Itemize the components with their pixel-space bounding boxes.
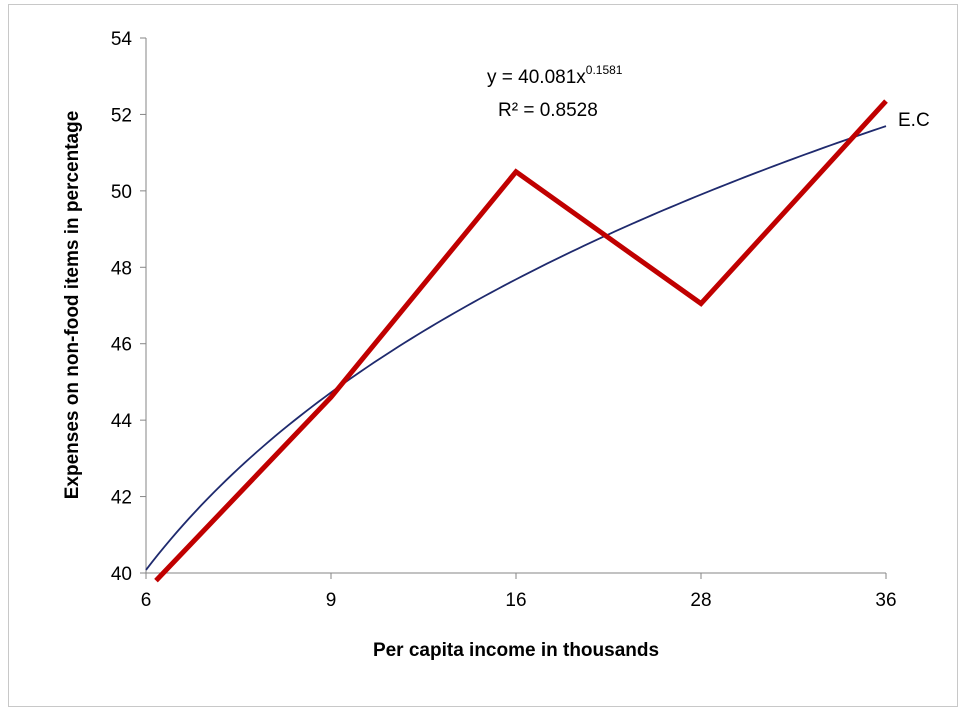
power-trendline <box>145 125 887 571</box>
x-ticks: 6 9 16 28 36 <box>141 573 897 611</box>
trendline-equation: y = 40.081x0.1581 <box>487 63 623 88</box>
chart-frame <box>8 4 958 707</box>
x-tick-label: 6 <box>141 590 152 611</box>
x-tick-label: 16 <box>505 590 526 611</box>
y-ticks: 40 42 44 46 48 50 52 54 <box>111 29 146 585</box>
series-label: E.C <box>898 110 930 131</box>
r-squared-label: R² = 0.8528 <box>498 100 598 121</box>
y-tick-label: 44 <box>111 411 133 432</box>
y-tick-label: 48 <box>111 258 132 279</box>
y-tick-label: 42 <box>111 488 132 509</box>
equation-exponent: 0.1581 <box>586 63 623 77</box>
equation-base: y = 40.081x <box>487 67 586 88</box>
series-line-e-c <box>154 99 888 583</box>
x-tick-label: 9 <box>326 590 337 611</box>
y-axis-title: Expenses on non-food items in percentage <box>62 111 83 500</box>
y-tick-label: 40 <box>111 564 132 585</box>
x-tick-label: 28 <box>690 590 711 611</box>
y-tick-label: 52 <box>111 105 132 126</box>
x-axis-title: Per capita income in thousands <box>373 640 659 661</box>
x-tick-label: 36 <box>875 590 896 611</box>
y-tick-label: 50 <box>111 182 132 203</box>
y-tick-label: 46 <box>111 335 132 356</box>
y-tick-label: 54 <box>111 29 133 50</box>
